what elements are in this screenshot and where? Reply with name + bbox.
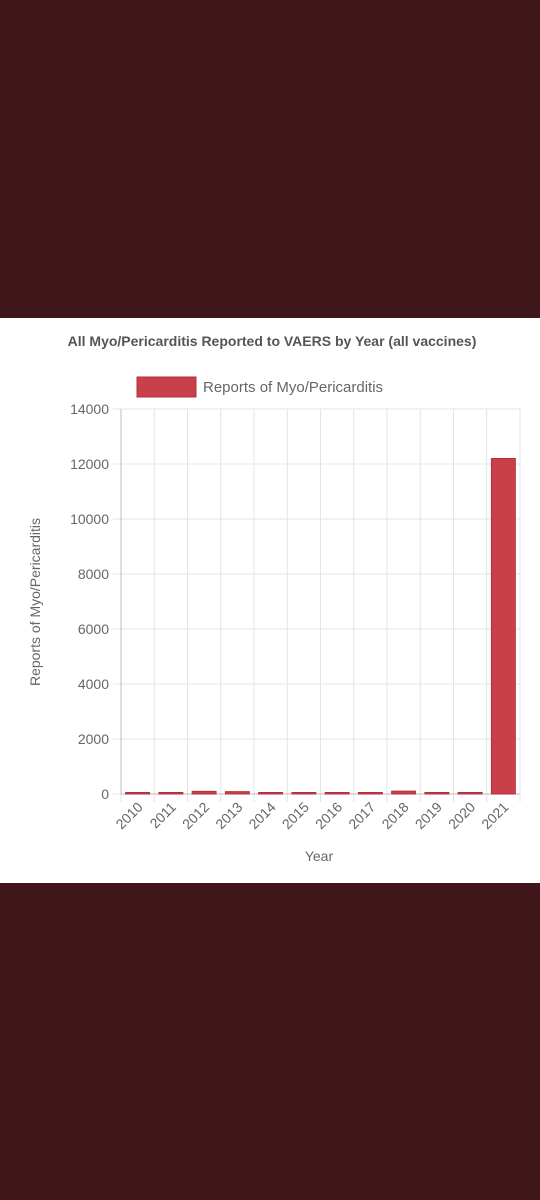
legend-swatch [136, 376, 197, 398]
chart-title: All Myo/Pericarditis Reported to VAERS b… [68, 333, 477, 349]
bar-2018[interactable] [391, 790, 417, 795]
x-tick-label: 2020 [445, 799, 478, 832]
x-tick-label: 2021 [478, 799, 511, 832]
y-tick-label: 8000 [78, 566, 109, 582]
y-tick-label: 0 [101, 786, 109, 802]
bar-2015[interactable] [291, 792, 317, 795]
x-tick-label: 2013 [212, 799, 245, 832]
bar-chart: All Myo/Pericarditis Reported to VAERS b… [27, 333, 521, 864]
x-tick-label: 2015 [279, 799, 312, 832]
x-tick-label: 2012 [179, 799, 212, 832]
x-tick-label: 2018 [378, 799, 411, 832]
y-tick-label: 10000 [70, 511, 109, 527]
bar-2016[interactable] [324, 792, 350, 795]
legend-label: Reports of Myo/Pericarditis [203, 379, 383, 396]
y-tick-label: 12000 [70, 456, 109, 472]
bar-2011[interactable] [158, 792, 184, 795]
x-axis-ticks: 2010 2011 2012 2013 2014 2015 2016 2017 2018 2019… [112, 799, 511, 832]
bars [125, 458, 516, 795]
x-tick-label: 2016 [312, 799, 345, 832]
y-tick-label: 14000 [70, 401, 109, 417]
x-tick-label: 2014 [245, 799, 278, 832]
x-tick-label: 2011 [146, 799, 179, 832]
x-tick-label: 2017 [345, 799, 378, 832]
bar-2012[interactable] [191, 790, 217, 795]
y-tick-label: 2000 [78, 731, 109, 747]
bar-2017[interactable] [357, 792, 383, 795]
bar-2019[interactable] [424, 792, 450, 795]
y-axis-ticks: 0 2000 4000 6000 8000 10000 12000 14000 [70, 401, 109, 802]
bar-2014[interactable] [258, 792, 284, 795]
x-tick-label: 2019 [412, 799, 445, 832]
bar-2013[interactable] [224, 791, 250, 795]
gridlines [113, 408, 521, 802]
bar-2020[interactable] [457, 792, 483, 795]
y-axis-title: Reports of Myo/Pericarditis [27, 518, 43, 686]
y-tick-label: 4000 [78, 676, 109, 692]
x-axis-title: Year [305, 848, 334, 864]
x-tick-label: 2010 [112, 799, 145, 832]
y-tick-label: 6000 [78, 621, 109, 637]
legend[interactable]: Reports of Myo/Pericarditis [136, 376, 383, 398]
bar-2010[interactable] [125, 792, 151, 795]
chart-panel: All Myo/Pericarditis Reported to VAERS b… [0, 318, 540, 883]
bar-2021[interactable] [490, 458, 516, 795]
